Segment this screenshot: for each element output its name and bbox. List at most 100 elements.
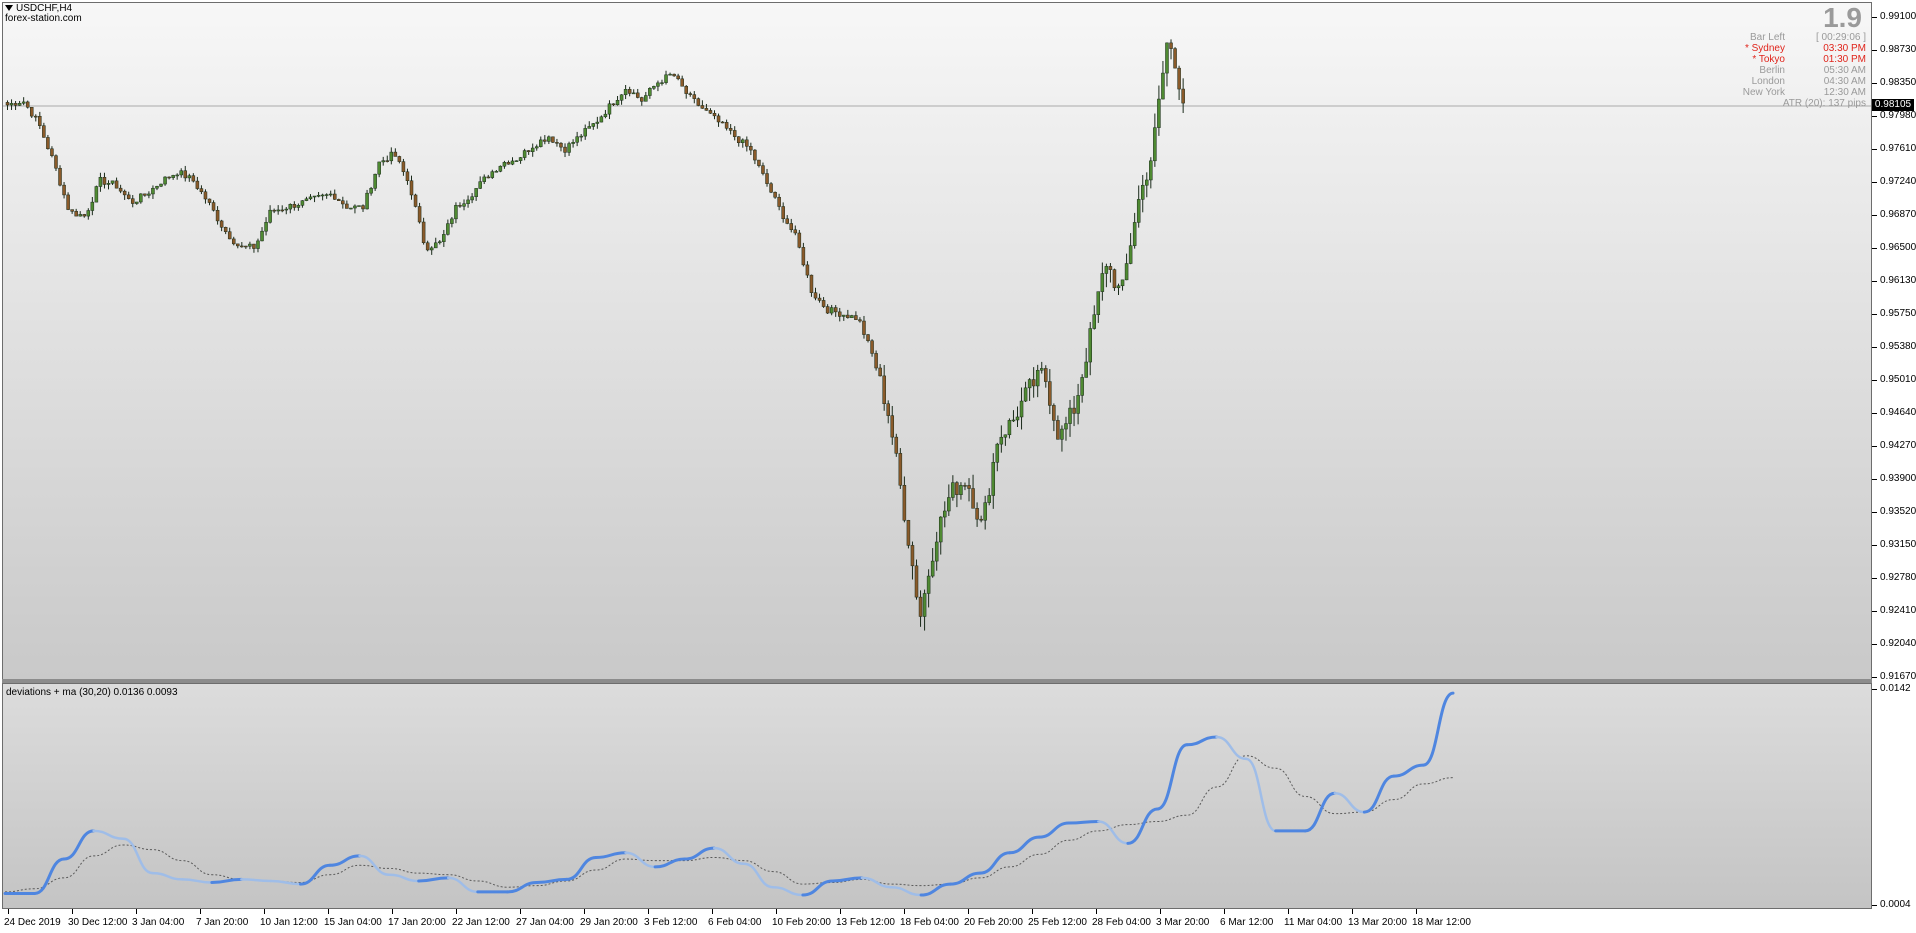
candle-body	[1108, 266, 1113, 270]
candle-body	[78, 214, 82, 217]
indicator-axis[interactable]: 0.0142 0.0004	[1872, 683, 1916, 910]
time-tick-label: 11 Mar 04:00	[1284, 917, 1343, 928]
candle-body	[547, 136, 551, 142]
deviation-line-segment	[890, 885, 923, 897]
candle-body	[393, 151, 398, 157]
candle-body	[280, 209, 284, 212]
candle-body	[910, 545, 915, 567]
time-tick	[712, 909, 713, 914]
time-tick-label: 3 Jan 04:00	[132, 917, 185, 928]
candle-body	[256, 240, 260, 249]
deviation-line-segment	[505, 881, 539, 894]
deviation-line-segment	[1244, 757, 1277, 833]
indicator-tick-label: 0.0142	[1880, 683, 1911, 694]
candle-body	[29, 107, 34, 117]
candle-body	[446, 223, 450, 235]
candle-body	[341, 200, 345, 205]
time-tick-label: 30 Dec 12:00	[68, 917, 128, 928]
candle-body	[534, 146, 539, 149]
candle-body	[821, 300, 826, 307]
candle-body	[955, 482, 959, 495]
candle-body	[724, 122, 729, 129]
indicator-pane[interactable]	[2, 683, 1872, 909]
deviation-line-segment	[1333, 792, 1366, 814]
candle-body	[668, 73, 672, 76]
deviation-line-segment	[328, 854, 362, 867]
candle-body	[482, 176, 486, 182]
candle-body	[130, 198, 135, 204]
candle-body	[530, 147, 535, 152]
candle-body	[1128, 245, 1133, 264]
candle-body	[486, 176, 491, 179]
price-tick	[1872, 116, 1877, 117]
price-chart-pane[interactable]	[2, 2, 1872, 680]
candle-body	[809, 274, 814, 293]
candle-body	[413, 194, 418, 207]
price-tick	[1872, 677, 1877, 678]
atr-value: ATR (20): 137 pips	[1782, 98, 1866, 109]
price-tick	[1872, 545, 1877, 546]
time-tick	[968, 909, 969, 914]
time-tick-label: 27 Jan 04:00	[516, 917, 574, 928]
candle-body	[292, 204, 297, 208]
candle-body	[862, 320, 866, 335]
deviation-line-segment	[1008, 835, 1041, 855]
candle-body	[1064, 423, 1068, 430]
candle-body	[417, 206, 422, 223]
candle-body	[175, 174, 179, 177]
candle-body	[470, 196, 474, 201]
time-tick	[1096, 909, 1097, 914]
atr-row: ATR (20): 137 pips	[1700, 98, 1870, 109]
candle-body	[749, 146, 753, 151]
price-tick	[1872, 578, 1877, 579]
dropdown-triangle-icon[interactable]	[5, 5, 13, 12]
deviation-line-segment	[210, 877, 243, 885]
info-value: 03:30 PM	[1823, 43, 1866, 54]
pane-separator[interactable]	[2, 679, 1872, 683]
symbol-label[interactable]: USDCHF,H4 forex-station.com	[5, 4, 82, 24]
candle-body	[316, 195, 321, 197]
candle-body	[1084, 361, 1088, 378]
candle-body	[409, 180, 414, 196]
candle-body	[122, 190, 127, 196]
deviation-line-segment	[830, 876, 864, 883]
candle-body	[753, 149, 757, 161]
candle-body	[454, 205, 458, 220]
price-axis[interactable]: 0.99100 0.98730 0.98350 0.97980 0.97610 0.972…	[1872, 2, 1916, 682]
candle-body	[539, 139, 543, 147]
candle-body	[248, 243, 252, 247]
time-tick	[136, 909, 137, 914]
candle-body	[369, 188, 373, 194]
time-tick-label: 6 Mar 12:00	[1220, 917, 1274, 928]
candle-body	[345, 203, 349, 209]
candle-body	[979, 518, 983, 521]
candle-body	[644, 95, 648, 102]
deviation-line-segment	[742, 862, 775, 889]
candle-body	[429, 247, 434, 251]
price-tick-label: 0.97610	[1880, 143, 1916, 154]
candle-body	[312, 195, 317, 198]
candle-body	[947, 497, 951, 512]
price-tick	[1872, 215, 1877, 216]
candle-body	[244, 245, 248, 248]
candle-body	[421, 221, 426, 244]
candle-body	[664, 74, 668, 83]
candle-body	[405, 171, 410, 182]
deviation-line-segment	[772, 885, 805, 897]
candle-body	[135, 201, 139, 204]
price-tick-label: 0.97240	[1880, 176, 1916, 187]
time-tick	[1288, 909, 1289, 914]
candle-body	[716, 115, 721, 123]
candle-body	[656, 82, 660, 87]
price-tick	[1872, 380, 1877, 381]
candle-body	[833, 307, 838, 313]
time-axis[interactable]: 24 Dec 2019 30 Dec 12:00 3 Jan 04:00 7 Jan …	[2, 909, 1872, 933]
info-value: [ 00:29:06 ]	[1815, 32, 1866, 43]
candle-body	[543, 139, 547, 142]
price-tick-label: 0.95750	[1880, 308, 1916, 319]
candle-body	[433, 242, 438, 249]
candle-body	[17, 103, 22, 106]
candle-body	[191, 175, 196, 182]
candle-body	[1003, 434, 1008, 438]
candle-body	[1092, 314, 1097, 329]
